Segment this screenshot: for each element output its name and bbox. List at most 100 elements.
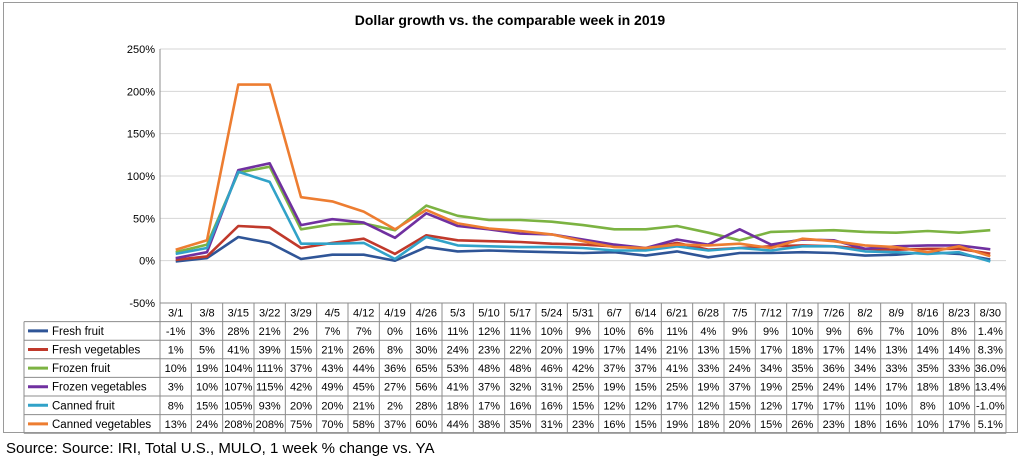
data-label: 19% <box>603 382 625 394</box>
data-label: 111% <box>256 363 283 375</box>
data-label: 41% <box>447 382 469 394</box>
x-tick-label: 8/16 <box>917 308 938 320</box>
data-label: 10% <box>917 419 939 431</box>
data-label: 24% <box>729 363 751 375</box>
data-label: 5.1% <box>978 419 1003 431</box>
data-label: 9% <box>732 326 748 338</box>
chart-frame <box>3 2 1018 433</box>
data-label: 19% <box>760 382 782 394</box>
data-label: 35% <box>917 363 939 375</box>
data-label: 17% <box>823 345 845 357</box>
x-tick-label: 4/19 <box>384 308 405 320</box>
data-label: 19% <box>666 419 688 431</box>
data-label: 46% <box>541 363 563 375</box>
data-label: 35% <box>509 419 531 431</box>
data-label: 49% <box>321 382 343 394</box>
data-label: 25% <box>791 382 813 394</box>
data-label: 37% <box>384 419 406 431</box>
x-tick-label: 3/22 <box>259 308 280 320</box>
data-label: 37% <box>478 382 500 394</box>
data-label: 104% <box>224 363 252 375</box>
data-label: 15% <box>635 382 657 394</box>
data-label: 21% <box>353 400 375 412</box>
x-tick-label: 8/23 <box>948 308 969 320</box>
legend-label: Fresh fruit <box>52 326 105 338</box>
data-label: 33% <box>948 363 970 375</box>
x-tick-label: 5/31 <box>572 308 593 320</box>
data-label: 24% <box>196 419 218 431</box>
data-label: 27% <box>384 382 406 394</box>
data-label: 3% <box>199 326 215 338</box>
data-label: 13.4% <box>975 382 1006 394</box>
data-label: 31% <box>541 419 563 431</box>
data-label: 18% <box>948 382 970 394</box>
data-label: 38% <box>478 419 500 431</box>
x-tick-label: 5/24 <box>541 308 562 320</box>
data-label: 16% <box>885 419 907 431</box>
data-label: 17% <box>823 400 845 412</box>
data-label: 16% <box>415 326 437 338</box>
data-label: 15% <box>572 400 594 412</box>
data-label: 10% <box>603 326 625 338</box>
data-label: 31% <box>541 382 563 394</box>
data-label: 10% <box>885 400 907 412</box>
data-label: 36% <box>823 363 845 375</box>
x-tick-label: 8/2 <box>857 308 872 320</box>
data-label: 8% <box>387 345 403 357</box>
data-label: 20% <box>321 400 343 412</box>
data-label: 17% <box>478 400 500 412</box>
data-label: 53% <box>447 363 469 375</box>
data-label: 13% <box>697 345 719 357</box>
data-label: 6% <box>857 326 873 338</box>
data-label: 18% <box>697 419 719 431</box>
data-label: 34% <box>854 363 876 375</box>
data-label: 10% <box>541 326 563 338</box>
x-tick-label: 8/30 <box>980 308 1001 320</box>
data-label: 17% <box>760 345 782 357</box>
data-label: 14% <box>917 345 939 357</box>
data-label: 11% <box>447 326 468 338</box>
x-tick-label: 6/28 <box>698 308 719 320</box>
x-tick-label: 7/5 <box>732 308 747 320</box>
data-label: 23% <box>478 345 500 357</box>
data-label: 10% <box>948 400 970 412</box>
data-label: 20% <box>541 345 563 357</box>
series-line <box>175 165 991 254</box>
data-label: 44% <box>353 363 375 375</box>
data-label: 16% <box>603 419 625 431</box>
data-label: 24% <box>447 345 469 357</box>
data-label: 25% <box>572 382 594 394</box>
y-tick-label: 200% <box>127 86 155 98</box>
data-label: 36.0% <box>975 363 1006 375</box>
data-label: 7% <box>888 326 904 338</box>
legend-label: Canned vegetables <box>52 419 151 431</box>
data-label: -1% <box>166 326 186 338</box>
data-label: 60% <box>415 419 437 431</box>
data-label: 24% <box>823 382 845 394</box>
data-label: 10% <box>917 326 939 338</box>
data-label: 23% <box>572 419 594 431</box>
data-label: 10% <box>196 382 218 394</box>
data-label: 2% <box>293 326 309 338</box>
data-label: 37% <box>603 363 625 375</box>
x-tick-label: 5/10 <box>478 308 499 320</box>
data-label: 12% <box>603 400 625 412</box>
data-label: 13% <box>885 345 907 357</box>
data-label: 42% <box>572 363 594 375</box>
data-label: 17% <box>885 382 907 394</box>
data-label: 0% <box>387 326 403 338</box>
data-label: 12% <box>760 400 782 412</box>
data-label: 14% <box>854 345 876 357</box>
series-line <box>175 170 991 263</box>
data-label: 3% <box>168 382 184 394</box>
data-label: 15% <box>729 345 751 357</box>
data-label: 26% <box>791 419 813 431</box>
data-label: 6% <box>638 326 654 338</box>
legend-label: Canned fruit <box>52 400 115 412</box>
data-label: 37% <box>290 363 312 375</box>
data-label: 17% <box>948 419 970 431</box>
data-label: 12% <box>635 400 657 412</box>
data-label: 17% <box>791 400 813 412</box>
data-label: 45% <box>353 382 375 394</box>
